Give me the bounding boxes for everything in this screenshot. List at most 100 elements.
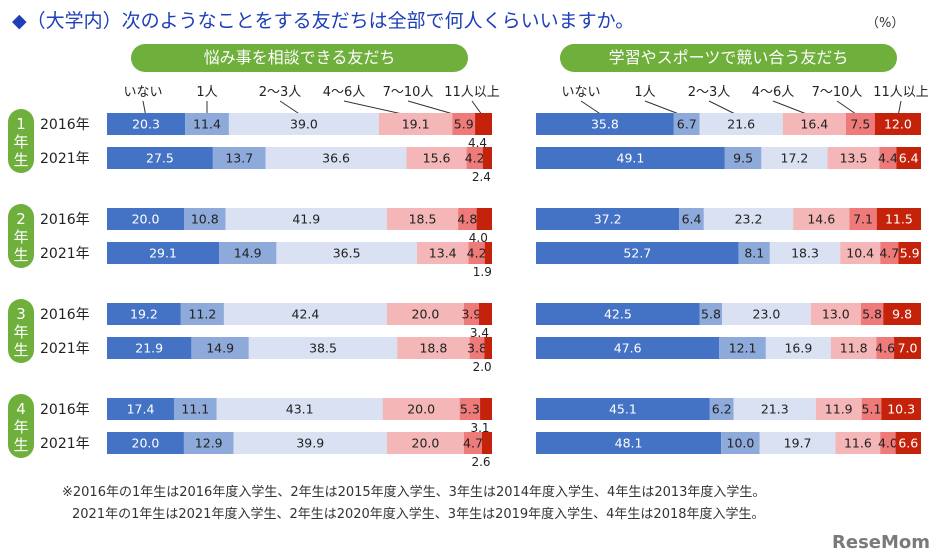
data-label: 52.7: [623, 246, 651, 261]
data-label: 42.4: [292, 307, 320, 322]
bar-segment: [387, 303, 464, 325]
legend-label: 4〜6人: [752, 85, 795, 100]
year-label: 2016年: [40, 402, 90, 418]
footnote-2: 2021年の1年生は2021年度入学生、2年生は2020年度入学生、3年生は20…: [72, 506, 765, 522]
bar-segment: [484, 242, 492, 264]
legend-label: 2〜3人: [688, 85, 731, 100]
bar-segment: [876, 337, 895, 359]
data-label: 3.8: [467, 341, 487, 356]
data-label: 36.5: [333, 246, 361, 261]
data-label: 43.1: [286, 402, 314, 417]
bar-segment: [212, 147, 266, 169]
grade-label-char: 1: [16, 115, 26, 133]
data-label: 15.6: [423, 151, 451, 166]
data-label: 6.6: [898, 436, 918, 451]
data-label: 1.9: [473, 265, 492, 279]
data-label: 8.1: [744, 246, 764, 261]
year-label: 2016年: [40, 212, 90, 228]
data-label: 5.9: [454, 117, 474, 132]
legend-label: 7〜10人: [383, 85, 434, 100]
bar-segment: [107, 303, 181, 325]
bar-segment: [673, 113, 700, 135]
bar-segment: [484, 337, 492, 359]
data-label: 20.0: [412, 436, 440, 451]
data-label: 23.2: [735, 212, 763, 227]
bar-segment: [761, 147, 828, 169]
data-label: 10.4: [846, 246, 874, 261]
bar-segment: [782, 113, 846, 135]
bar-segment: [722, 303, 811, 325]
bar-segment: [536, 242, 739, 264]
bar-segment: [466, 147, 483, 169]
data-label: 7.0: [898, 341, 918, 356]
grade-label-char: 年: [13, 418, 28, 436]
bar-segment: [107, 242, 220, 264]
bar-segment: [827, 147, 880, 169]
bar-segment: [883, 303, 921, 325]
grade-pill: [8, 394, 34, 458]
grade-pill: [8, 204, 34, 268]
bar-segment: [458, 208, 477, 230]
data-label: 4.6: [875, 341, 895, 356]
legend-label: 11人以上: [444, 85, 500, 100]
data-label: 47.6: [614, 341, 642, 356]
data-label: 6.7: [677, 117, 697, 132]
legend-label: 1人: [196, 85, 217, 100]
data-label: 3.4: [470, 326, 489, 340]
bar-segment: [468, 242, 485, 264]
grade-label-char: 年: [13, 133, 28, 151]
data-label: 23.0: [753, 307, 781, 322]
bar-segment: [536, 147, 725, 169]
data-label: 2.4: [472, 170, 491, 184]
data-label: 11.8: [840, 341, 868, 356]
bar-segment: [849, 208, 877, 230]
bar-segment: [724, 147, 762, 169]
bars: 20.3 11.4 39.0 19.1 5.9 4.4 27.5 13.7 36.6 15.6 4.…: [107, 113, 921, 469]
bar-segment: [874, 113, 921, 135]
bar-segment: [699, 303, 723, 325]
grade-label-char: 生: [13, 151, 28, 169]
bar-segment: [463, 432, 482, 454]
data-label: 3.9: [461, 307, 481, 322]
year-labels: 2016年 2021年 2016年 2021年 2016年 2021年 2016年 2021年: [40, 117, 90, 452]
data-label: 12.9: [195, 436, 223, 451]
bar-segment: [536, 303, 700, 325]
bar-segment: [896, 147, 921, 169]
data-label: 39.9: [296, 436, 324, 451]
year-label: 2016年: [40, 117, 90, 133]
data-label: 9.8: [892, 307, 912, 322]
bar-segment: [679, 208, 704, 230]
data-label: 38.5: [309, 341, 337, 356]
grade-label-char: 生: [13, 341, 28, 359]
data-label: 13.7: [225, 151, 253, 166]
data-label: 11.9: [825, 402, 853, 417]
bar-segment: [223, 303, 387, 325]
bar-segment: [881, 398, 921, 420]
data-label: 4.8: [457, 212, 477, 227]
year-label: 2021年: [40, 151, 90, 167]
bar-segment: [475, 113, 492, 135]
grade-pill: [8, 109, 34, 173]
data-label: 20.0: [132, 212, 160, 227]
bar-segment: [378, 113, 453, 135]
legend-label: 11人以上: [873, 85, 929, 100]
bar-segment: [719, 337, 766, 359]
bar-segment: [536, 398, 710, 420]
data-label: 10.3: [887, 402, 915, 417]
bar-segment: [482, 432, 492, 454]
bar-segment: [386, 208, 459, 230]
bar-segment: [769, 242, 841, 264]
bar-segment: [382, 398, 460, 420]
data-label: 13.0: [822, 307, 850, 322]
data-label: 6.4: [899, 151, 919, 166]
bar-segment: [397, 337, 470, 359]
grade-label-char: 生: [13, 246, 28, 264]
data-label: 27.5: [146, 151, 174, 166]
bar-segment: [845, 113, 875, 135]
data-label: 13.5: [840, 151, 868, 166]
year-label: 2016年: [40, 307, 90, 323]
bar-segment: [830, 337, 877, 359]
data-label: 5.1: [862, 402, 882, 417]
bar-segment: [183, 432, 234, 454]
